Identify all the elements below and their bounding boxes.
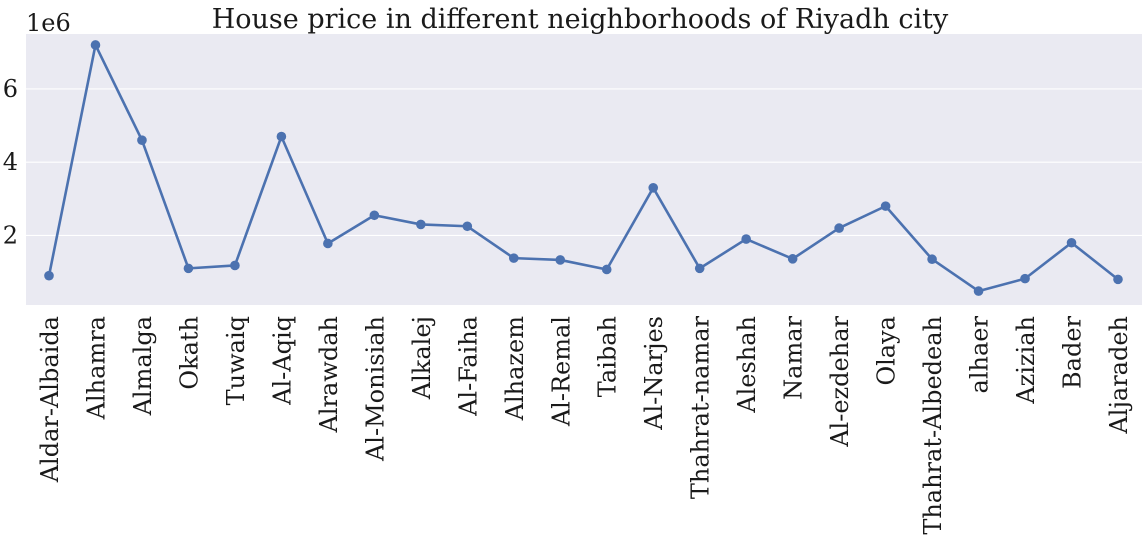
y-tick-labels: 2 4 6 [3, 75, 18, 249]
data-point [230, 260, 240, 271]
data-point [183, 263, 194, 274]
data-point [601, 264, 612, 275]
data-point [1113, 274, 1123, 285]
x-tick-label: Taibah [594, 316, 622, 397]
x-tick-label: Aljaradeh [1105, 316, 1133, 435]
data-point [1066, 237, 1077, 248]
data-point [90, 40, 101, 50]
data-point [276, 131, 287, 142]
data-point [741, 234, 751, 244]
x-tick-label: Alhazem [501, 316, 529, 422]
data-point [462, 221, 473, 232]
x-tick-label: Namar [780, 315, 808, 399]
data-point [369, 210, 380, 221]
x-tick-label: Al-Remal [547, 316, 575, 427]
x-tick-label: Al-Monisiah [361, 316, 389, 462]
y-tick-label: 4 [3, 148, 18, 176]
x-tick-label: Olaya [873, 316, 901, 386]
data-point [416, 219, 426, 230]
x-tick-label: Alhamra [82, 316, 110, 420]
x-tick-label: Aldar-Albaida [36, 316, 64, 483]
y-tick-label: 6 [3, 75, 18, 103]
series-line [47, 43, 1119, 293]
x-tick-label: Al-Narjes [640, 316, 668, 431]
x-tick-label: Al-ezdehar [826, 315, 854, 447]
x-tick-label: Okath [175, 316, 203, 390]
data-point [508, 253, 519, 263]
data-point [1020, 273, 1030, 284]
x-tick-label: Bader [1059, 315, 1087, 389]
plot-area [26, 34, 1142, 305]
data-point [787, 254, 798, 264]
x-tick-label: Al-Aqiq [268, 316, 296, 406]
chart-title: House price in different neighborhoods o… [212, 4, 949, 35]
data-point [927, 254, 937, 265]
data-point [44, 270, 54, 281]
x-tick-label: Alkalej [408, 316, 436, 400]
y-tick-label: 2 [3, 221, 18, 249]
data-point [880, 201, 891, 211]
data-points [44, 40, 1123, 296]
x-tick-label: Al-Faiha [454, 316, 482, 417]
x-tick-label: Tuwaiq [222, 316, 250, 405]
x-tick-label: Aziziah [1012, 316, 1040, 405]
x-tick-label: Almalga [129, 316, 157, 416]
data-point [323, 238, 333, 249]
data-point [694, 263, 705, 274]
x-tick-label: Alrawdah [315, 316, 343, 433]
y-axis-offset-label: 1e6 [26, 9, 71, 37]
data-point [555, 255, 566, 265]
data-point [973, 286, 984, 296]
x-tick-label: Thahrat-namar [687, 315, 715, 499]
data-point [834, 223, 844, 233]
data-point [648, 183, 659, 193]
x-tick-labels: Aldar-Albaida Alhamra Almalga Okath Tuwaiq Al… [36, 315, 1133, 534]
x-tick-label: Aleshah [733, 316, 761, 414]
x-tick-label: alhaer [966, 315, 994, 393]
x-tick-label: Thahrat-Albedeah [919, 316, 947, 535]
data-point [137, 135, 147, 146]
gridlines [26, 88, 1142, 237]
